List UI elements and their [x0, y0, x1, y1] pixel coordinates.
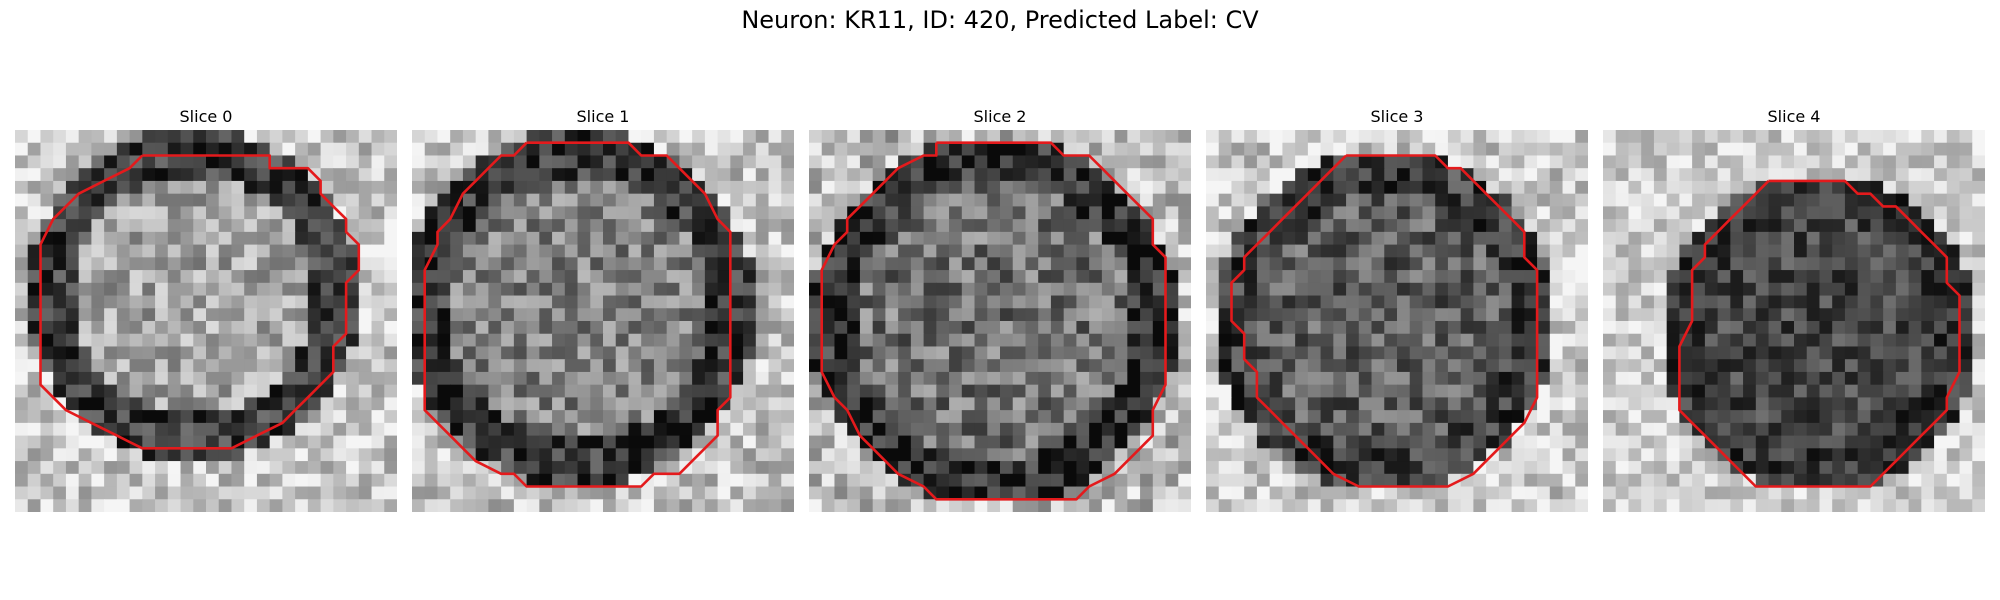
- segmentation-contour: [1230, 154, 1539, 488]
- slice-panel-1: Slice 1: [412, 104, 794, 512]
- slice-image: [809, 130, 1191, 512]
- slice-title: Slice 1: [576, 107, 630, 126]
- slice-panel-3: Slice 3: [1206, 104, 1588, 512]
- slice-panel-0: Slice 0: [15, 104, 397, 512]
- segmentation-contour: [39, 154, 361, 450]
- segmentation-contour: [423, 141, 732, 488]
- slice-title: Slice 2: [973, 107, 1027, 126]
- slice-image: [412, 130, 794, 512]
- figure-title: Neuron: KR11, ID: 420, Predicted Label: …: [741, 6, 1259, 34]
- slice-panel-2: Slice 2: [809, 104, 1191, 512]
- slice-title: Slice 0: [179, 107, 233, 126]
- slice-title: Slice 3: [1370, 107, 1424, 126]
- slice-image: [1603, 130, 1985, 512]
- slice-title: Slice 4: [1767, 107, 1821, 126]
- slice-image: [1206, 130, 1588, 512]
- segmentation-contour: [820, 141, 1167, 501]
- slice-image: [15, 130, 397, 512]
- slice-panel-4: Slice 4: [1603, 104, 1985, 512]
- segmentation-contour: [1678, 179, 1961, 488]
